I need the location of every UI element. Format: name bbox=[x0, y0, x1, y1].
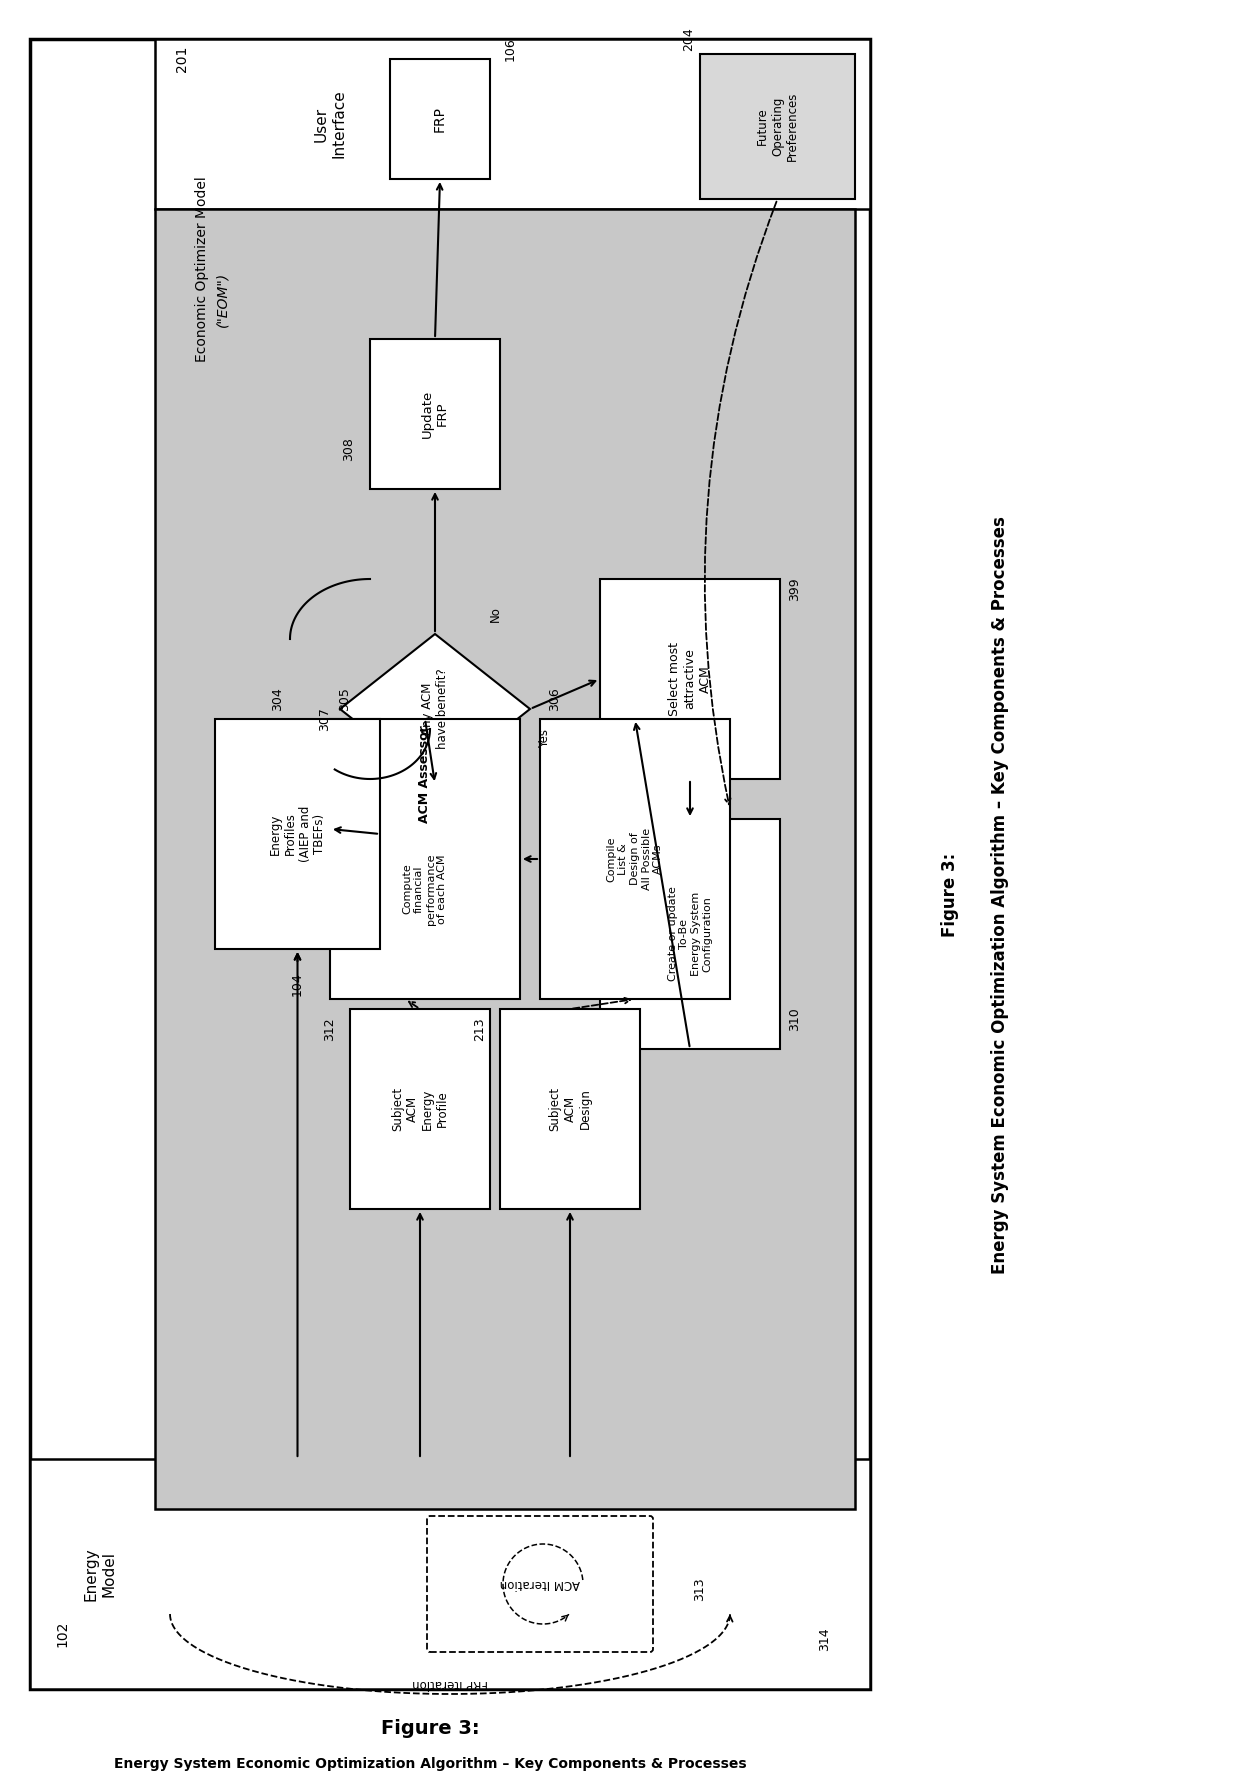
Text: 306: 306 bbox=[548, 687, 562, 710]
Bar bbox=[600, 819, 780, 1048]
Text: 312: 312 bbox=[324, 1018, 336, 1041]
Text: Update
FRP: Update FRP bbox=[422, 390, 449, 438]
Text: 310: 310 bbox=[789, 1007, 801, 1030]
Bar bbox=[330, 719, 520, 998]
Bar bbox=[30, 39, 870, 1689]
Text: 102: 102 bbox=[55, 1621, 69, 1648]
Text: Compute
financial
performance
of each ACM: Compute financial performance of each AC… bbox=[403, 853, 448, 925]
Bar bbox=[370, 338, 500, 488]
Bar bbox=[30, 1460, 870, 1689]
Polygon shape bbox=[340, 633, 529, 784]
Bar bbox=[500, 1009, 640, 1209]
Text: 307: 307 bbox=[319, 707, 331, 732]
Bar bbox=[155, 209, 856, 1508]
Text: Energy
Profiles
(AIEP and
TBEFs): Energy Profiles (AIEP and TBEFs) bbox=[269, 805, 326, 862]
Text: Energy System Economic Optimization Algorithm – Key Components & Processes: Energy System Economic Optimization Algo… bbox=[114, 1757, 746, 1771]
Text: Yes: Yes bbox=[538, 730, 552, 748]
Text: Any ACM
have benefit?: Any ACM have benefit? bbox=[422, 669, 449, 750]
Text: 204: 204 bbox=[682, 27, 694, 50]
Text: 399: 399 bbox=[789, 578, 801, 601]
Text: FRP Iteration: FRP Iteration bbox=[412, 1678, 487, 1691]
Bar bbox=[350, 1009, 490, 1209]
Text: Figure 3:: Figure 3: bbox=[381, 1719, 480, 1739]
Text: 313: 313 bbox=[693, 1578, 707, 1601]
Bar bbox=[701, 54, 856, 199]
Text: 304: 304 bbox=[272, 687, 284, 710]
Text: Energy
Model: Energy Model bbox=[84, 1547, 117, 1601]
Text: ACM Iteration: ACM Iteration bbox=[500, 1578, 580, 1590]
Text: ACM Assessor: ACM Assessor bbox=[419, 725, 432, 823]
Bar bbox=[600, 580, 780, 778]
Text: 106: 106 bbox=[503, 38, 517, 61]
Text: 305: 305 bbox=[339, 687, 351, 710]
Text: ("EOM"): ("EOM") bbox=[215, 272, 229, 327]
Text: Select most
attractive
ACM: Select most attractive ACM bbox=[668, 642, 712, 716]
Text: Subject
ACM
Design: Subject ACM Design bbox=[548, 1088, 591, 1131]
Text: 104: 104 bbox=[291, 971, 304, 996]
Text: Subject
ACM
Energy
Profile: Subject ACM Energy Profile bbox=[391, 1088, 449, 1131]
Bar bbox=[215, 719, 379, 948]
Text: No: No bbox=[489, 606, 501, 623]
Text: Figure 3:: Figure 3: bbox=[941, 853, 959, 937]
Bar bbox=[155, 39, 870, 209]
Bar bbox=[391, 59, 490, 179]
Text: 314: 314 bbox=[818, 1628, 832, 1651]
Text: FRP: FRP bbox=[433, 106, 446, 132]
Text: User
Interface: User Interface bbox=[314, 89, 346, 159]
Bar bbox=[539, 719, 730, 998]
Text: Compile
List &
Design of
All Possible
ACMs: Compile List & Design of All Possible AC… bbox=[606, 828, 663, 891]
Text: 213: 213 bbox=[474, 1018, 486, 1041]
Text: 308: 308 bbox=[342, 437, 355, 462]
Text: Future
Operating
Preferences: Future Operating Preferences bbox=[756, 91, 799, 161]
Text: Economic Optimizer Model: Economic Optimizer Model bbox=[195, 175, 210, 361]
Text: Create or update
To-Be
Energy System
Configuration: Create or update To-Be Energy System Con… bbox=[667, 887, 713, 982]
Text: 201: 201 bbox=[175, 47, 188, 72]
Text: Energy System Economic Optimization Algorithm – Key Components & Processes: Energy System Economic Optimization Algo… bbox=[991, 515, 1009, 1274]
